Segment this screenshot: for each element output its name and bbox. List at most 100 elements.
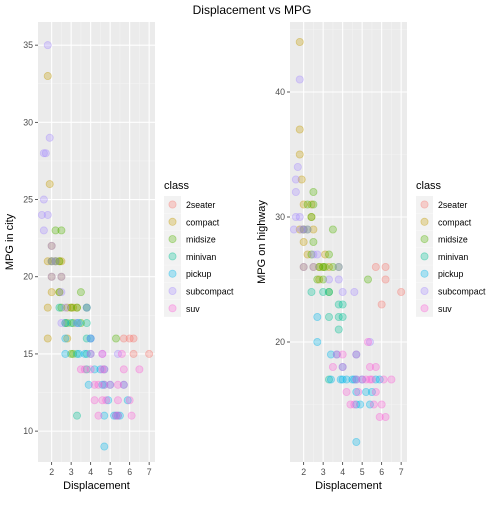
data-point-suv — [365, 375, 374, 384]
x-tick-label: 7 — [147, 467, 152, 477]
data-point-suv — [125, 396, 134, 405]
data-point-2seater — [397, 287, 406, 296]
data-point-minivan — [307, 287, 316, 296]
data-point-compact — [63, 334, 72, 343]
data-point-subcompact — [334, 262, 343, 271]
legend-key-minivan — [168, 252, 177, 261]
data-point-compact — [51, 257, 60, 266]
data-point-2seater — [129, 334, 138, 343]
data-point-subcompact — [47, 272, 56, 281]
legend-title: class — [164, 180, 190, 192]
data-point-suv — [375, 412, 384, 421]
data-point-subcompact — [57, 319, 66, 328]
data-point-suv — [113, 396, 122, 405]
data-point-subcompact — [299, 225, 308, 234]
data-point-midsize — [328, 262, 337, 271]
data-point-suv — [80, 365, 89, 374]
data-point-minivan — [319, 287, 328, 296]
data-point-2seater — [381, 275, 390, 284]
data-point-midsize — [51, 226, 60, 235]
data-point-midsize — [307, 212, 316, 221]
data-point-subcompact — [309, 262, 318, 271]
x-tick-label: 5 — [108, 467, 113, 477]
data-point-pickup — [362, 387, 371, 396]
legend-title: class — [416, 180, 442, 192]
legend-key — [164, 247, 181, 265]
legend-key-pickup — [420, 269, 429, 278]
y-tick-label: 10 — [23, 426, 33, 436]
data-point-midsize — [328, 225, 337, 234]
data-point-subcompact — [98, 349, 107, 358]
data-point-subcompact — [39, 195, 48, 204]
data-point-compact — [43, 303, 52, 312]
data-point-compact — [43, 72, 52, 81]
data-point-compact — [321, 250, 330, 259]
data-point-compact — [47, 272, 56, 281]
data-point-suv — [86, 349, 95, 358]
data-point-midsize — [76, 319, 85, 328]
data-point-suv — [363, 337, 372, 346]
data-point-minivan — [55, 303, 64, 312]
data-point-subcompact — [291, 175, 300, 184]
data-point-midsize — [321, 262, 330, 271]
data-point-minivan — [73, 319, 82, 328]
panel-highway: 2 3 4 5 6 7 20 30 40 Displacement MPG on highway cl… — [256, 22, 486, 492]
data-point-suv — [328, 362, 337, 371]
data-point-suv — [379, 375, 388, 384]
data-point-compact — [295, 225, 304, 234]
data-point-subcompact — [295, 212, 304, 221]
data-point-pickup — [113, 411, 122, 420]
legend-key — [164, 196, 181, 213]
data-point-compact — [309, 225, 318, 234]
data-point-pickup — [350, 375, 359, 384]
y-axis-title: MPG in city — [4, 213, 16, 270]
data-point-suv — [338, 350, 347, 359]
data-point-compact — [319, 262, 328, 271]
data-point-midsize — [67, 303, 76, 312]
data-point-suv — [332, 350, 341, 359]
legend-label-suv: suv — [438, 304, 452, 314]
legend-key — [416, 213, 433, 231]
legend-key — [416, 230, 433, 248]
legend-key — [164, 213, 181, 231]
y-tick-label: 35 — [23, 40, 33, 50]
data-point-suv — [352, 375, 361, 384]
data-point-pickup — [338, 375, 347, 384]
data-point-midsize — [334, 262, 343, 271]
y-tick-label: 20 — [275, 337, 285, 347]
data-point-subcompact — [289, 225, 298, 234]
data-point-2seater — [129, 349, 138, 358]
data-point-pickup — [332, 350, 341, 359]
legend: class 2seater compact midsize minivan pickup s… — [164, 180, 234, 317]
data-point-subcompact — [113, 349, 122, 358]
data-point-midsize — [47, 257, 56, 266]
data-point-subcompact — [82, 303, 91, 312]
data-point-suv — [387, 375, 396, 384]
data-point-compact — [309, 262, 318, 271]
data-point-pickup — [313, 312, 322, 321]
data-point-2seater — [381, 262, 390, 271]
x-tick-label: 3 — [321, 467, 326, 477]
data-point-subcompact — [291, 187, 300, 196]
data-point-subcompact — [295, 75, 304, 84]
data-point-pickup — [352, 387, 361, 396]
data-point-minivan — [334, 312, 343, 321]
y-tick-label: 20 — [23, 272, 33, 282]
data-point-suv — [100, 365, 109, 374]
x-tick-label: 5 — [360, 467, 365, 477]
data-point-pickup — [326, 375, 335, 384]
data-point-subcompact — [86, 334, 95, 343]
data-point-pickup — [61, 334, 70, 343]
data-point-suv — [369, 400, 378, 409]
data-point-minivan — [82, 365, 91, 374]
data-point-minivan — [73, 349, 82, 358]
data-point-compact — [295, 125, 304, 134]
data-point-pickup — [104, 396, 113, 405]
data-point-pickup — [371, 375, 380, 384]
legend-key — [416, 282, 433, 300]
x-axis-title: Displacement — [63, 480, 130, 492]
data-point-midsize — [309, 200, 318, 209]
data-point-suv — [106, 380, 115, 389]
legend-key-suv — [168, 304, 177, 313]
data-point-pickup — [100, 442, 109, 451]
